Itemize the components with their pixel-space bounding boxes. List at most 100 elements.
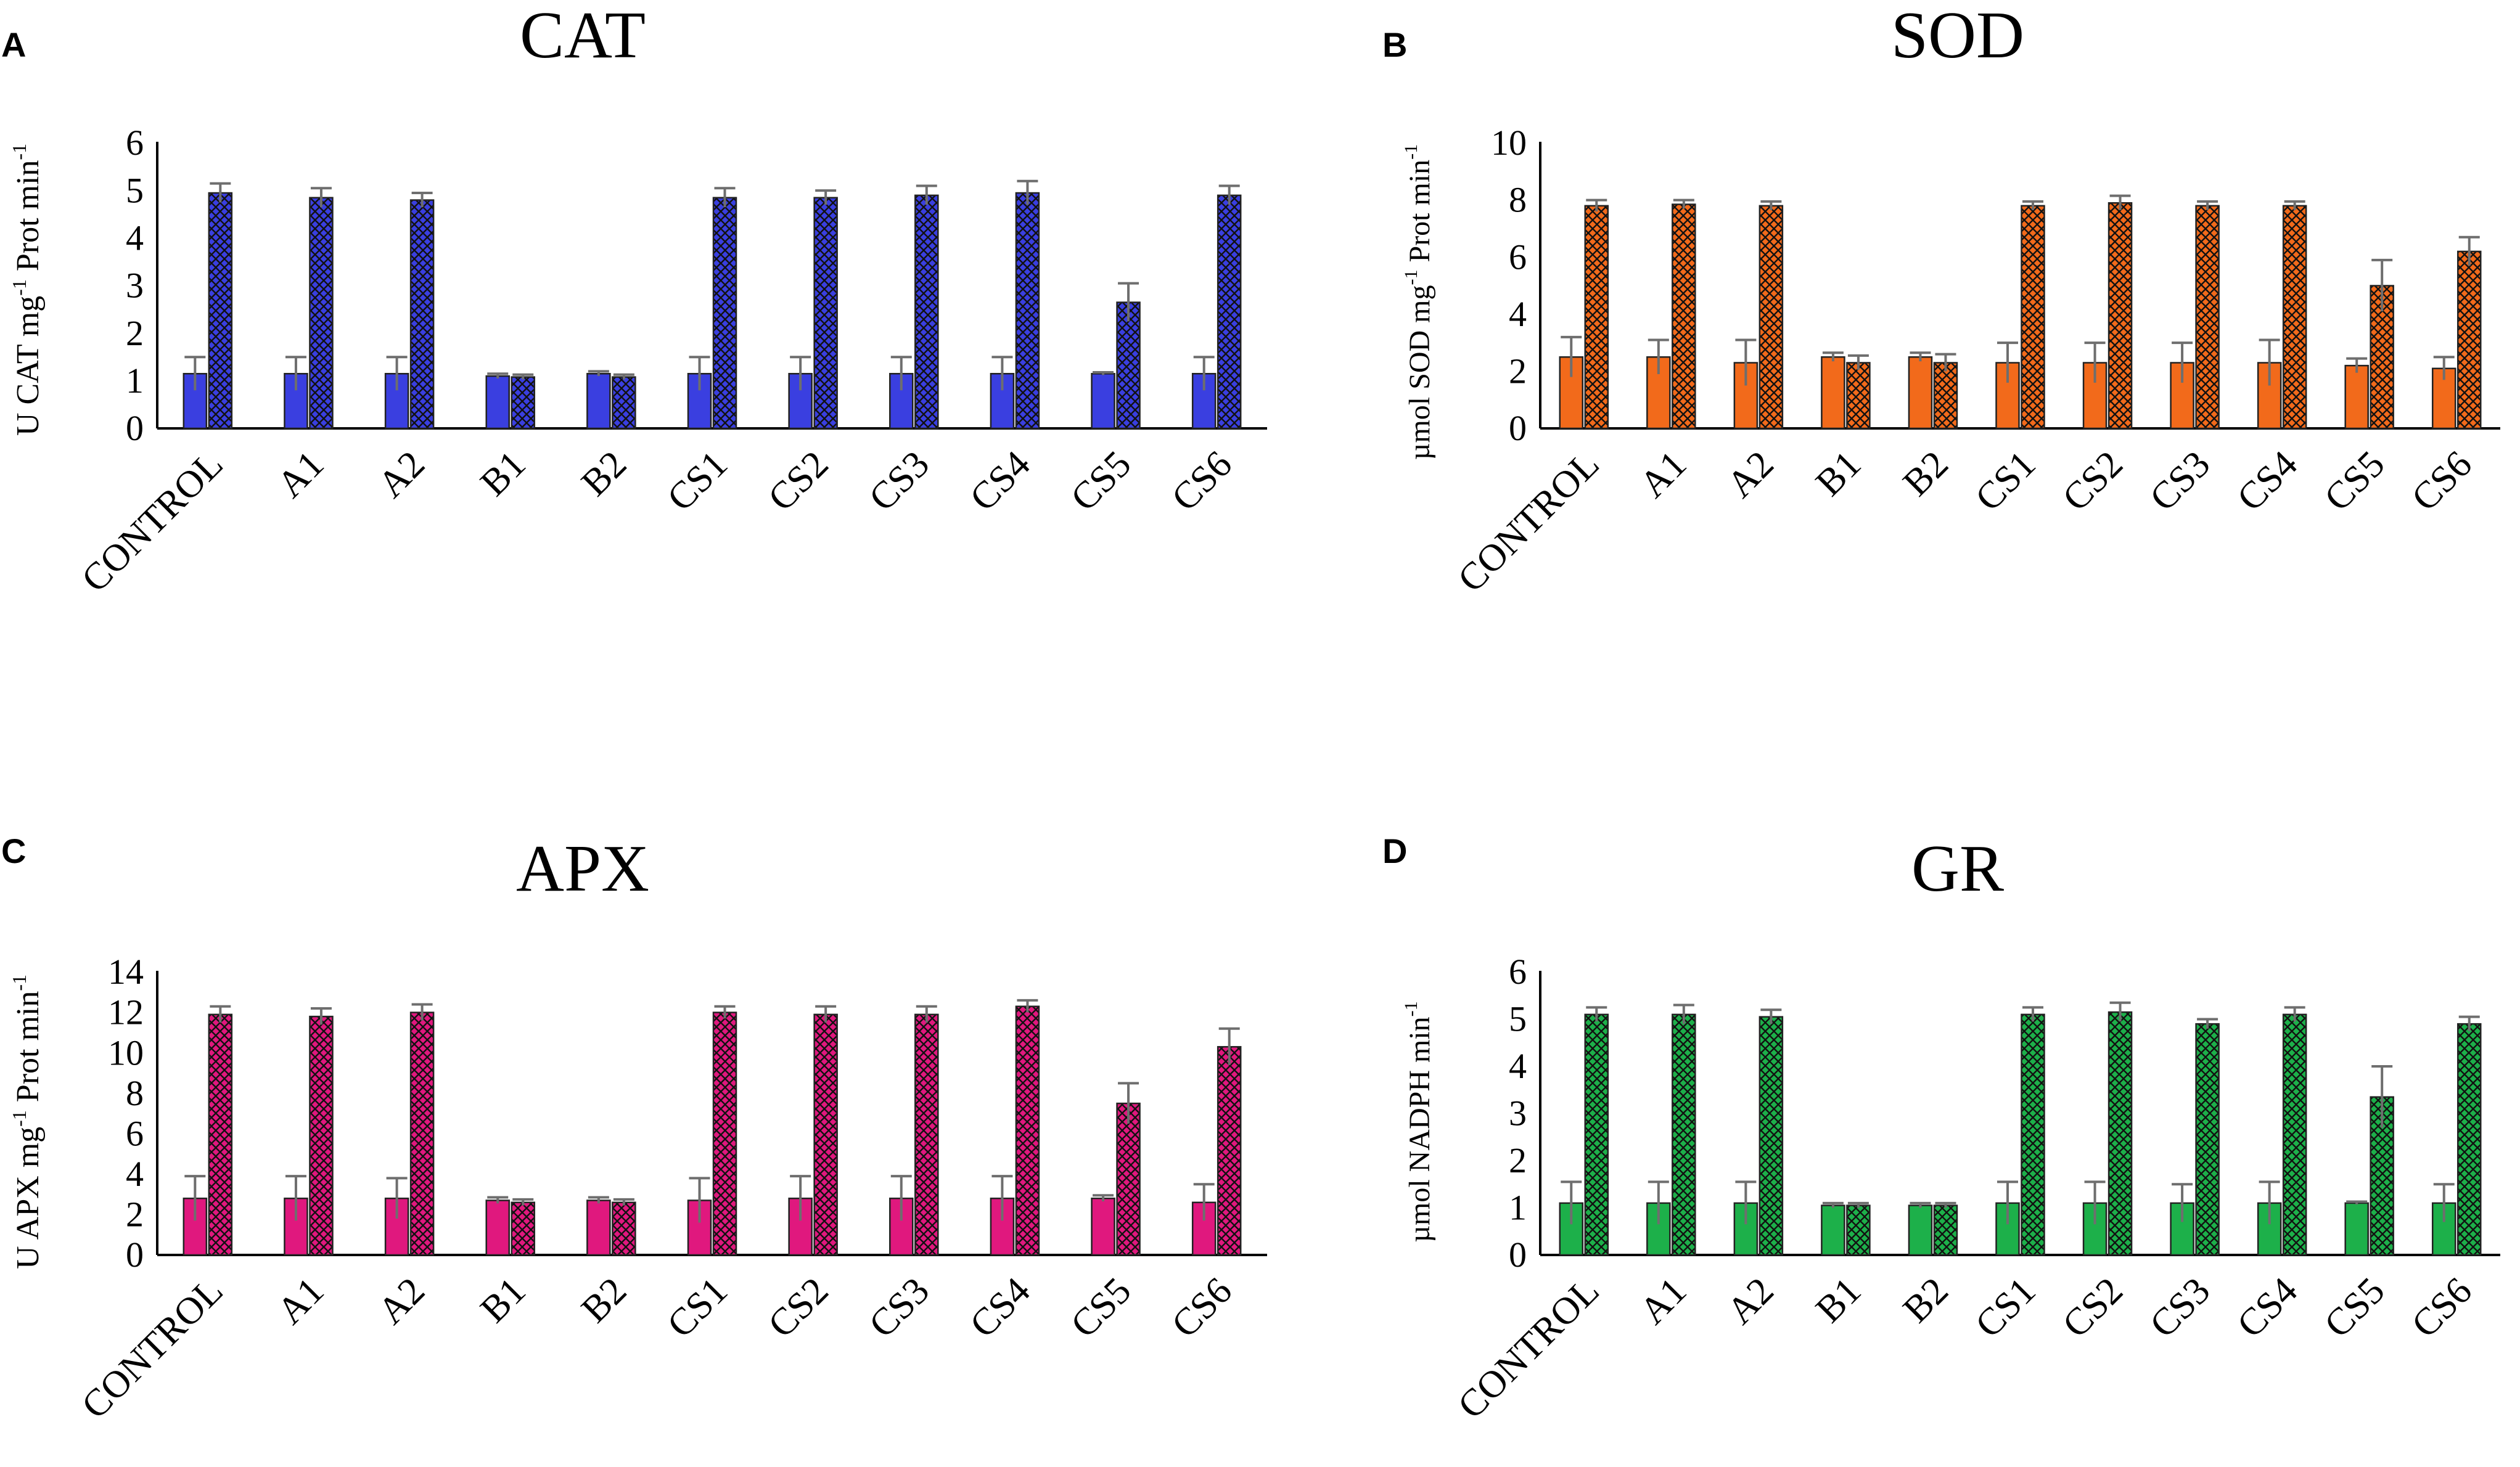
bar-hatched <box>511 376 535 430</box>
plot-area: 0 2 4 6 8 10 CONTROL A1 A2 B1 B2 CS1 CS2 CS3 CS4 CS5 CS6 <box>1450 123 2500 600</box>
chart-title: GR <box>1911 832 2004 905</box>
y-tick-label: 4 <box>126 1154 144 1194</box>
bar-solid <box>889 1197 914 1256</box>
bar-solid <box>1091 1197 1115 1256</box>
bar-hatched <box>2195 205 2220 430</box>
bar-hatched <box>1217 1046 1242 1256</box>
bar-solid <box>1091 373 1115 430</box>
chart-title: SOD <box>1891 0 2024 72</box>
bar-hatched <box>208 192 233 430</box>
x-tick-label: CS5 <box>1063 443 1139 520</box>
x-tick-label: CS3 <box>861 1270 938 1346</box>
bar-hatched <box>409 1011 435 1256</box>
bar-hatched <box>1933 362 1958 430</box>
bar-solid <box>485 1199 510 1256</box>
bar-hatched <box>2021 205 2045 430</box>
y-tick-label: 2 <box>126 1195 144 1235</box>
bar-solid <box>2344 1202 2369 1256</box>
x-tick-label: A1 <box>269 1270 332 1333</box>
bar-hatched <box>2108 1011 2133 1256</box>
x-tick-label: CS4 <box>2229 1270 2305 1346</box>
bar-hatched <box>2456 1023 2482 1256</box>
bar-hatched <box>1933 1204 1958 1256</box>
bar-solid <box>384 373 409 430</box>
bar-hatched <box>1672 203 1696 430</box>
y-tick-label: 2 <box>126 313 144 353</box>
x-tick-label: CS5 <box>1063 1270 1139 1346</box>
x-tick-label: CONTROL <box>74 443 231 600</box>
panel-letter: D <box>1382 832 1407 870</box>
bar-hatched <box>1846 362 1871 430</box>
bar-hatched <box>2282 1013 2307 1256</box>
x-tick-label: B1 <box>1808 1270 1869 1331</box>
bar-hatched <box>2282 205 2307 430</box>
y-tick-label: 12 <box>108 992 144 1032</box>
x-tick-label: B2 <box>573 443 634 504</box>
x-tick-label: B2 <box>573 1270 634 1331</box>
x-tick-label: B2 <box>1895 443 1956 504</box>
bar-hatched <box>1015 1005 1040 1256</box>
panel-letter: A <box>1 25 26 64</box>
bar-hatched <box>309 1015 334 1256</box>
bar-solid <box>485 375 510 430</box>
panel-letter: B <box>1382 25 1407 64</box>
bar-hatched <box>2195 1023 2220 1256</box>
x-tick-label: B1 <box>472 443 533 504</box>
x-tick-label: CS2 <box>2054 1270 2131 1346</box>
bar-hatched <box>2021 1013 2045 1256</box>
y-axis-label: U CAT mg-1 Prot min-1 <box>8 144 46 436</box>
bar-hatched <box>1672 1013 1696 1256</box>
bar-hatched <box>813 197 838 430</box>
x-tick-label: CS4 <box>2229 443 2305 520</box>
x-tick-label: CS4 <box>962 1270 1038 1346</box>
x-tick-label: CS6 <box>1164 1270 1240 1346</box>
bar-hatched <box>712 1011 737 1256</box>
x-tick-label: CS6 <box>2403 443 2480 520</box>
x-tick-label: CS4 <box>962 443 1038 520</box>
y-tick-label: 2 <box>1509 1140 1527 1180</box>
x-tick-label: CS3 <box>861 443 938 520</box>
x-tick-label: CS2 <box>2054 443 2131 520</box>
bar-hatched <box>409 199 435 430</box>
bar-hatched <box>914 1013 939 1256</box>
x-tick-label: CS2 <box>760 1270 837 1346</box>
bar-hatched <box>1217 194 1242 430</box>
x-tick-label: CS3 <box>2142 1270 2218 1346</box>
y-tick-label: 4 <box>126 218 144 258</box>
bar-hatched <box>612 1201 636 1256</box>
bar-hatched <box>309 197 334 430</box>
x-tick-label: A2 <box>370 1270 433 1333</box>
x-tick-label: CS5 <box>2317 443 2393 520</box>
y-tick-label: 5 <box>126 170 144 210</box>
x-tick-label: A1 <box>269 443 332 506</box>
y-tick-label: 0 <box>126 1235 144 1275</box>
y-tick-label: 4 <box>1509 1046 1527 1086</box>
y-axis-label: µmol SOD mg-1 Prot min-1 <box>1401 144 1436 460</box>
x-tick-label: CS1 <box>659 443 736 520</box>
bar-hatched <box>712 197 737 430</box>
y-tick-label: 0 <box>1509 408 1527 448</box>
y-tick-label: 8 <box>1509 180 1527 220</box>
bar-hatched <box>208 1013 233 1256</box>
x-tick-label: CS1 <box>1968 443 2044 520</box>
bar-hatched <box>511 1201 535 1256</box>
y-tick-label: 6 <box>126 1113 144 1153</box>
bar-hatched <box>2108 202 2133 430</box>
panel-cat: A CAT U CAT mg-1 Prot min-1 0 1 2 3 4 5 6 CONTR… <box>1 0 1267 600</box>
chart-title: APX <box>516 832 649 905</box>
bar-hatched <box>1846 1204 1871 1256</box>
bar-hatched <box>612 376 636 430</box>
y-tick-label: 0 <box>1509 1235 1527 1275</box>
bar-solid <box>1821 356 1845 430</box>
x-tick-label: CS1 <box>1968 1270 2044 1346</box>
y-tick-label: 6 <box>1509 952 1527 992</box>
bar-hatched <box>1015 192 1040 430</box>
y-tick-label: 3 <box>1509 1093 1527 1134</box>
x-tick-label: CS3 <box>2142 443 2218 520</box>
x-tick-label: CONTROL <box>74 1270 231 1427</box>
bar-solid <box>1821 1204 1845 1256</box>
x-tick-label: CS2 <box>760 443 837 520</box>
